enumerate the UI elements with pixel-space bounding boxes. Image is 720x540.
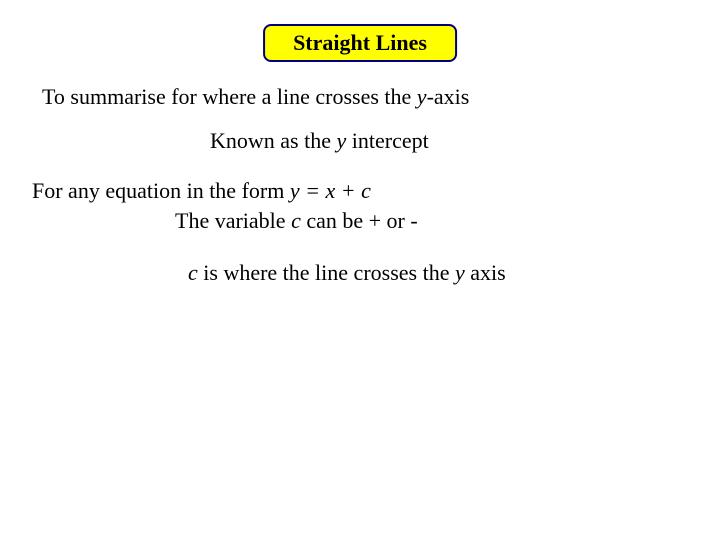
var-post: can be + or - bbox=[301, 208, 418, 233]
form-ital: y = x + c bbox=[290, 178, 371, 203]
form-pre: For any equation in the form bbox=[32, 178, 290, 203]
cross-post: axis bbox=[465, 260, 506, 285]
cross-ital2: y bbox=[455, 260, 465, 285]
summary-ital: y bbox=[417, 84, 427, 109]
known-ital: y bbox=[336, 128, 346, 153]
cross-mid: is where the line crosses the bbox=[198, 260, 455, 285]
cross-line: c is where the line crosses the y axis bbox=[188, 260, 506, 286]
slide-title: Straight Lines bbox=[263, 24, 457, 62]
summary-post: -axis bbox=[427, 84, 470, 109]
cross-ital1: c bbox=[188, 260, 198, 285]
known-pre: Known as the bbox=[210, 128, 336, 153]
var-pre: The variable bbox=[175, 208, 291, 233]
known-post: intercept bbox=[346, 128, 428, 153]
variable-line: The variable c can be + or - bbox=[175, 208, 418, 234]
summary-line: To summarise for where a line crosses th… bbox=[42, 84, 469, 110]
var-ital: c bbox=[291, 208, 301, 233]
summary-pre: To summarise for where a line crosses th… bbox=[42, 84, 417, 109]
form-line: For any equation in the form y = x + c bbox=[32, 178, 371, 204]
known-line: Known as the y intercept bbox=[210, 128, 429, 154]
